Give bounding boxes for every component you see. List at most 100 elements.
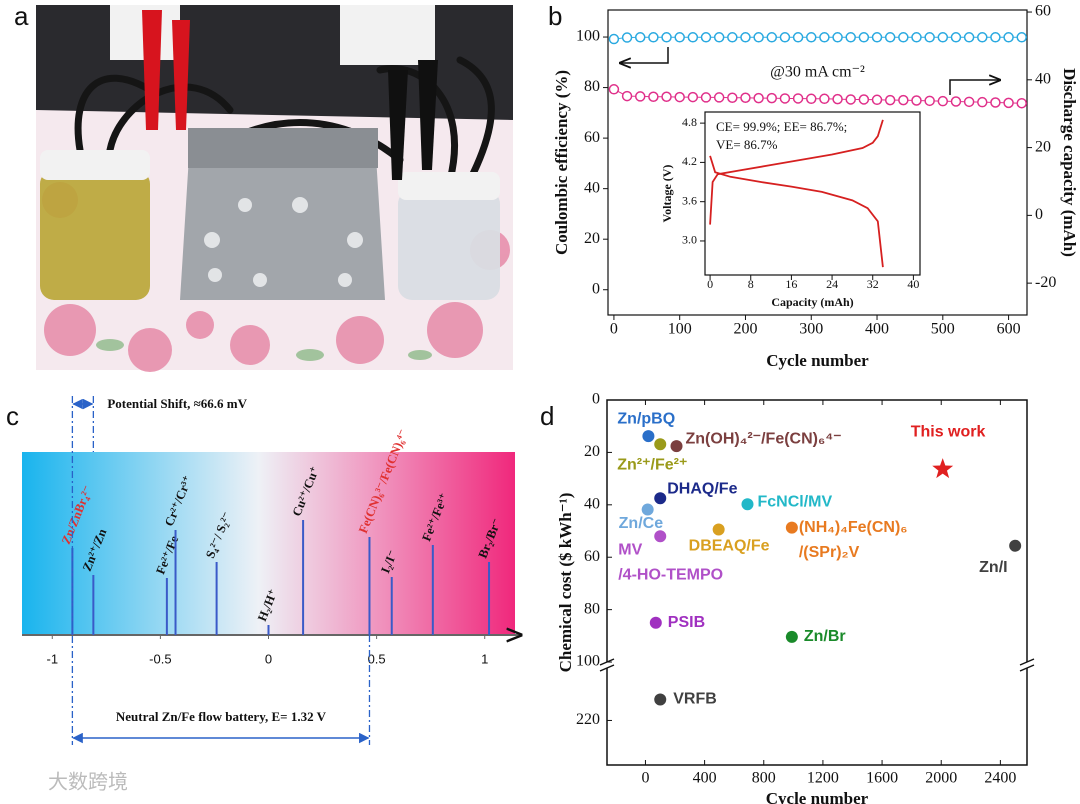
data-point — [1009, 539, 1022, 552]
y-axis-label: Chemical cost ($ kWh⁻¹) — [556, 493, 575, 673]
data-point — [608, 84, 620, 95]
plot-frame — [704, 111, 921, 276]
scale-title: Potential Shift, ≈66.6 mV — [107, 396, 247, 411]
photo — [36, 5, 513, 372]
y2-tick-label: 40 — [1035, 70, 1051, 87]
point-label: Zn/Ce — [619, 515, 664, 532]
y2-tick-label: 60 — [1035, 3, 1051, 20]
y2-axis-label: Discharge capacity (mAh) — [1060, 68, 1079, 257]
y-tick-label: 3.6 — [682, 193, 697, 207]
watermark: 大数跨境 — [48, 770, 128, 794]
data-point — [687, 91, 699, 103]
y-tick-label: 3.0 — [682, 233, 697, 247]
panel-label: a — [14, 1, 29, 31]
data-point — [641, 503, 654, 516]
data-point — [648, 91, 659, 103]
data-point — [884, 94, 896, 106]
data-point — [845, 94, 856, 105]
x-tick-label: 100 — [668, 321, 692, 338]
point-label: DHAQ/Fe — [667, 480, 737, 497]
axis-break — [1019, 662, 1035, 669]
axis-break — [1019, 664, 1035, 672]
point-label: /(SPr)₂V — [799, 544, 860, 561]
point-label: Zn²⁺/Fe²⁺ — [617, 457, 687, 474]
data-point — [1016, 32, 1027, 43]
x-tick-label: 1 — [481, 651, 488, 666]
y-tick-label: 40 — [584, 179, 600, 196]
y-tick-label: 0 — [592, 280, 600, 297]
data-point — [819, 32, 830, 43]
data-point — [713, 32, 725, 43]
data-point — [819, 93, 830, 105]
data-point — [858, 94, 870, 105]
x-tick-label: 8 — [748, 277, 754, 291]
data-point — [766, 92, 778, 104]
data-point — [700, 32, 712, 43]
data-point — [654, 438, 667, 451]
x-tick-label: 0 — [641, 770, 649, 787]
x-tick-label: 40 — [907, 277, 919, 291]
x-tick-label: -0.5 — [149, 651, 171, 666]
data-point — [806, 32, 817, 43]
y-tick-label: 220 — [576, 711, 600, 728]
data-point — [766, 32, 778, 43]
x-tick-label: 2400 — [984, 770, 1016, 787]
data-point — [871, 32, 883, 43]
x-tick-label: 400 — [693, 770, 717, 787]
x-tick-label: 2000 — [925, 770, 957, 787]
y-tick-label: 80 — [584, 78, 600, 95]
data-point — [937, 95, 949, 107]
x-tick-label: 300 — [799, 321, 823, 338]
data-point — [884, 32, 896, 43]
data-point — [649, 616, 662, 629]
panel-label: d — [540, 401, 554, 431]
point-label: PSIB — [668, 614, 705, 631]
x-tick-label: 1200 — [807, 770, 839, 787]
data-point — [990, 97, 1001, 108]
data-point — [740, 92, 751, 104]
data-point — [963, 32, 975, 43]
data-point — [687, 32, 699, 43]
data-point — [621, 90, 633, 102]
data-point — [713, 92, 725, 103]
data-point — [753, 92, 764, 104]
x-tick-label: 400 — [865, 321, 889, 338]
data-point — [634, 91, 646, 102]
data-point — [654, 693, 667, 706]
y-tick-label: 100 — [576, 653, 600, 670]
data-point — [792, 32, 804, 43]
y2-tick-label: -20 — [1035, 274, 1056, 291]
series-line — [709, 119, 884, 225]
data-point — [1003, 97, 1014, 109]
x-axis-label: Capacity (mAh) — [771, 295, 853, 309]
plot-frame — [607, 9, 1028, 316]
point-label: DBEAQ/Fe — [689, 538, 770, 555]
data-point — [654, 530, 667, 543]
x-tick-label: 500 — [931, 321, 955, 338]
annotation: VE= 86.7% — [716, 137, 778, 152]
data-point — [753, 32, 764, 43]
data-point — [779, 93, 791, 104]
scale-annotation: Neutral Zn/Fe flow battery, E= 1.32 V — [116, 709, 327, 724]
data-point — [990, 32, 1001, 43]
point-label: Zn/I — [979, 559, 1007, 576]
data-point — [608, 33, 620, 45]
x-tick-label: 200 — [733, 321, 757, 338]
x-tick-label: 0 — [610, 321, 618, 338]
data-point — [792, 93, 804, 104]
data-point — [963, 96, 975, 108]
data-point — [661, 32, 672, 43]
data-point — [832, 32, 843, 43]
y-tick-label: 4.8 — [682, 115, 697, 129]
point-label: FcNCl/MV — [757, 494, 832, 511]
data-point — [654, 492, 667, 505]
data-point — [845, 32, 856, 43]
point-label: Zn(OH)₄²⁻/Fe(CN)₆⁴⁻ — [686, 430, 842, 447]
y-tick-label: 20 — [584, 230, 600, 247]
point-label: (NH₄)₄Fe(CN)₆ — [799, 519, 908, 536]
data-point — [674, 91, 685, 103]
data-point — [785, 521, 798, 534]
data-point — [950, 96, 962, 107]
y-tick-label: 4.2 — [682, 154, 697, 168]
